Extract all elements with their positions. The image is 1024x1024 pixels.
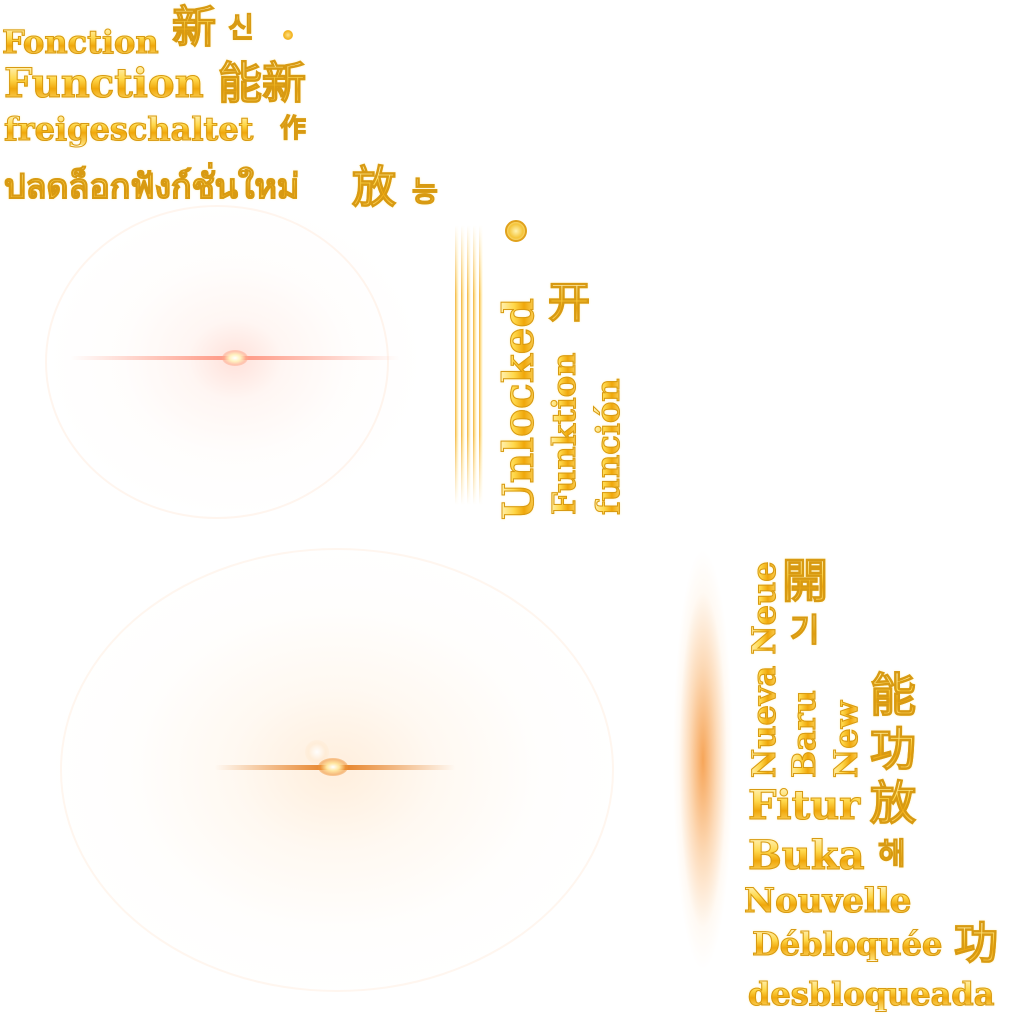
- glyph-kai: 开: [547, 278, 591, 327]
- label-desbloqueada: desbloqueada: [747, 975, 995, 1013]
- glyph-neng: 能: [870, 668, 917, 722]
- label-nouvelle: Nouvelle: [743, 881, 912, 921]
- glyph-zuo: 作: [279, 114, 307, 144]
- label-debloquee: Débloquée: [751, 925, 943, 963]
- flare-core-orange: [318, 758, 348, 776]
- label-fitur: Fitur: [747, 782, 861, 829]
- label-thai-unlock: ปลดล็อกฟังก์ชั่นใหม่: [3, 167, 300, 207]
- label-fonction: Fonction: [2, 23, 160, 61]
- glyph-gong-2: 功: [954, 918, 999, 969]
- glyph-sin: 신: [228, 11, 255, 44]
- glyph-neung: 능: [412, 175, 439, 208]
- label-baru: Baru: [785, 690, 824, 779]
- glyph-kai-trad: 開: [782, 554, 829, 608]
- label-buka: Buka: [748, 832, 866, 879]
- glow-ring-pink: [45, 205, 389, 519]
- glow-ring-orange: [60, 548, 614, 992]
- glyph-fang: 放: [352, 162, 397, 213]
- glyph-nengxin: 能新: [218, 58, 307, 109]
- glyph-gong: 功: [870, 722, 917, 776]
- light-pillar-orange: [668, 540, 738, 980]
- label-new: New: [827, 700, 866, 778]
- gear-badge-icon: [505, 220, 527, 242]
- label-nueva-neue: Nueva Neue: [745, 561, 784, 779]
- light-pillar-gold: [455, 225, 485, 505]
- label-function: Function: [4, 60, 205, 107]
- glyph-gi: 기: [789, 611, 820, 649]
- glyph-hae: 해: [878, 837, 907, 872]
- glyph-fang-2: 放: [870, 776, 917, 830]
- label-funktion: Funktion: [545, 352, 584, 515]
- glyph-xin: 新: [172, 2, 217, 53]
- sparkle-dot-icon: [283, 30, 293, 40]
- label-unlocked: Unlocked: [494, 298, 544, 521]
- flare-core-pink: [222, 350, 248, 366]
- label-freigeschaltet: freigeschaltet: [3, 110, 254, 148]
- label-funcion: función: [589, 378, 628, 516]
